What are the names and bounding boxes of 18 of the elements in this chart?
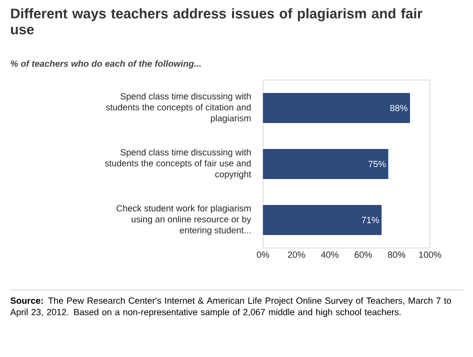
data-label: 75% — [368, 160, 386, 168]
data-label: 71% — [362, 216, 380, 224]
x-tick-label: 40% — [321, 252, 338, 258]
chart-title: Different ways teachers address issues of plagiarism and fair use — [11, 8, 422, 34]
bar — [263, 205, 382, 235]
x-tick-label: 100% — [419, 252, 442, 258]
y-tick-label: Check student work for plagiarism using an online resource or by entering student... — [116, 204, 252, 236]
bar — [263, 93, 410, 123]
x-tick-label: 0% — [256, 252, 270, 258]
text: Source: The Pew Research Center's Internet & American Life Project Online Survey of Teachers, March 7 to April 23, 2012. Based on a non-representative sample of 2,067 middle and high school teachers. — [10, 297, 452, 318]
data-label: 88% — [390, 104, 408, 112]
x-tick-label: 20% — [288, 252, 306, 258]
bar — [263, 149, 388, 179]
y-tick-label: Spend class time discussing with students the concepts of citation and plagiarism — [106, 92, 251, 124]
x-tick-label: 60% — [354, 252, 372, 258]
x-tick-label: 80% — [388, 252, 406, 258]
text: % of teachers who do each of the following... — [10, 60, 201, 69]
y-tick-label: Spend class time discussing with students the concepts of fair use and copyright — [104, 148, 252, 180]
